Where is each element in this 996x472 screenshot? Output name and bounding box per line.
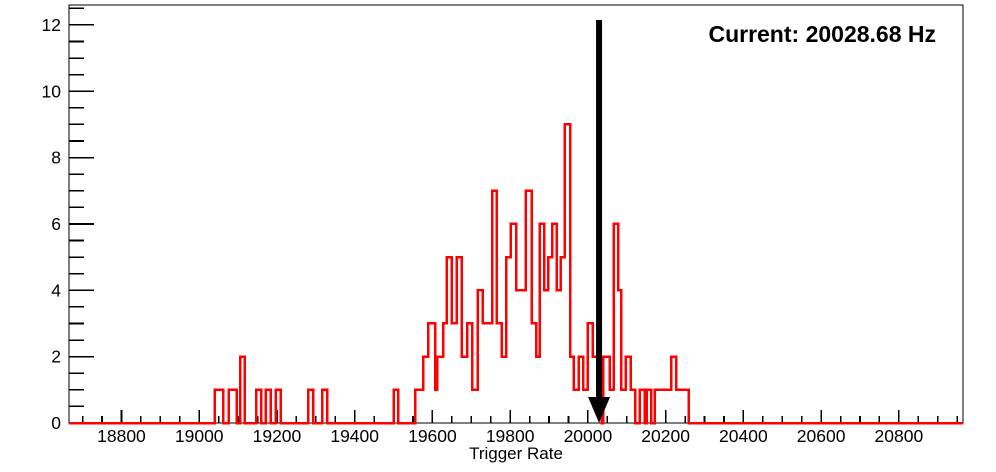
x-tick-label: 19800 [486, 426, 535, 446]
x-tick-label: 20400 [719, 426, 768, 446]
x-tick-label: 19600 [408, 426, 457, 446]
plot-frame [68, 4, 964, 424]
x-tick-label: 19200 [253, 426, 302, 446]
histogram-series [69, 123, 963, 425]
y-tick-label: 6 [51, 214, 61, 234]
y-axis-labels: 0 2 4 6 8 10 12 [42, 15, 62, 433]
x-axis-title: Trigger Rate [469, 444, 563, 463]
y-tick-label: 0 [51, 413, 61, 433]
y-tick-label: 2 [51, 347, 61, 367]
x-tick-label: 20200 [641, 426, 690, 446]
current-rate-label: Current: 20028.68 Hz [708, 21, 936, 47]
y-tick-label: 4 [51, 280, 61, 300]
current-rate-arrow [588, 20, 611, 423]
y-axis-ticks [69, 7, 94, 424]
y-tick-label: 12 [42, 15, 61, 35]
x-tick-label: 18800 [97, 426, 146, 446]
x-tick-label: 19000 [175, 426, 224, 446]
x-tick-label: 20800 [875, 426, 924, 446]
x-tick-label: 20600 [797, 426, 846, 446]
x-tick-label: 19400 [330, 426, 379, 446]
arrow-head [588, 397, 611, 423]
x-axis-labels: 18800 19000 19200 19400 19600 19800 20000 20200… [97, 426, 923, 446]
x-tick-label: 20000 [564, 426, 613, 446]
y-tick-label: 8 [51, 148, 61, 168]
y-tick-label: 10 [42, 81, 62, 101]
